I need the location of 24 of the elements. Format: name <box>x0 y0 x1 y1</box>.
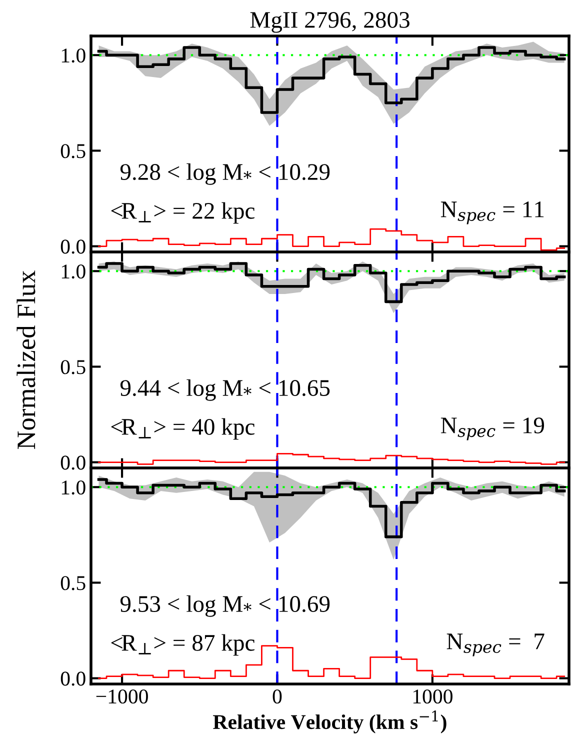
y-axis-title: Normalized Flux <box>16 270 36 450</box>
annotation: N$_{spec}$ = 7 <box>446 634 544 656</box>
x-tick-label: 1000 <box>413 689 452 704</box>
annotation: 9.53 < log M$_{*}$ < 10.69 <box>120 595 330 617</box>
x-tick-label: −1000 <box>96 689 148 704</box>
x-axis-title: Relative Velocity (km s$^{−1}$) <box>213 710 446 734</box>
y-tick-label: 0.0 <box>60 456 86 470</box>
y-tick-label: 0.0 <box>60 240 86 254</box>
chart-title: MgII 2796, 2803 <box>250 12 410 33</box>
annotation: N$_{spec}$ = 19 <box>440 418 544 440</box>
y-tick-label: 1.0 <box>62 48 86 63</box>
annotation: <R$_{⊥}$> = 40 kpc <box>111 418 255 440</box>
annotation: <R$_{⊥}$> = 22 kpc <box>111 202 255 224</box>
x-tick-label: 0 <box>272 689 282 704</box>
y-tick-label: 0.0 <box>60 672 86 686</box>
annotation: 9.44 < log M$_{*}$ < 10.65 <box>120 379 330 401</box>
y-tick-label: 0.5 <box>60 144 86 158</box>
y-tick-label: 0.5 <box>60 576 86 590</box>
y-tick-label: 1.0 <box>62 480 86 495</box>
y-tick-label: 0.5 <box>60 360 86 374</box>
y-tick-label: 1.0 <box>62 264 86 279</box>
annotation: 9.28 < log M$_{*}$ < 10.29 <box>120 163 330 185</box>
annotation: N$_{spec}$ = 11 <box>440 202 544 224</box>
annotation: <R$_{⊥}$> = 87 kpc <box>111 634 255 656</box>
